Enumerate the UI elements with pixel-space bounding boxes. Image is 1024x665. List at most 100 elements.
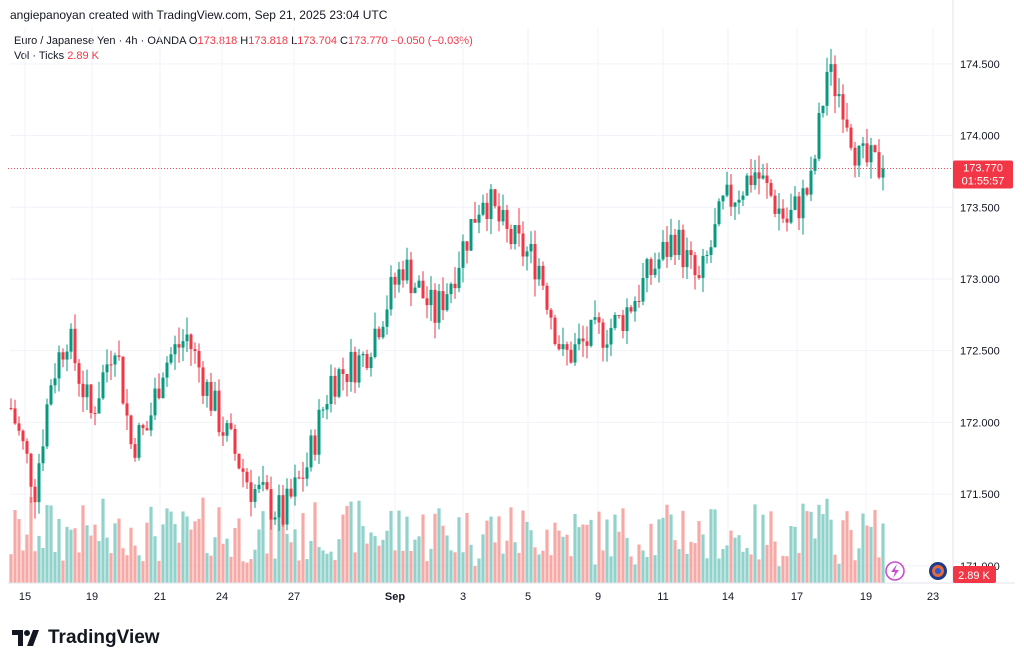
volume-bar [217,507,221,583]
volume-badge: 2.89 K [953,566,996,583]
candle-body [505,209,509,229]
candle-body [217,390,221,433]
candle-body [521,233,525,257]
candle-body [49,385,53,405]
candle-body [41,446,45,464]
volume-bar [265,553,269,583]
volume-bar [857,548,861,583]
candle-body [117,355,121,357]
candle-body [713,224,717,248]
candle-body [85,384,89,398]
volume-bar [173,524,177,583]
volume-bar [93,524,97,583]
candle-body [381,326,385,338]
candle-body [245,471,249,483]
volume-bar [429,548,433,583]
candle-body [313,435,317,455]
volume-bar [553,522,557,583]
volume-bar [357,500,361,583]
volume-bar [613,514,617,583]
candle-body [761,175,765,179]
candle-body [469,218,473,251]
volume-bar [701,534,705,583]
volume-bar [845,511,849,583]
candle-body [513,225,517,245]
price-axis[interactable]: 171.000171.500172.000172.500173.000173.5… [960,59,1000,573]
volume-bar [517,552,521,583]
candle-body [793,196,797,210]
volume-bar [69,529,73,583]
x-tick-label: Sep [385,591,405,603]
candle-body [729,184,733,207]
volume-label[interactable]: Vol · Ticks [14,50,65,62]
candle-body [873,145,877,153]
candle-body [637,300,641,302]
candle-body [725,184,729,196]
x-tick-label: 23 [927,591,939,603]
volume-bar [117,518,121,583]
volume-bar [609,556,613,583]
volume-bar [213,537,217,583]
volume-bar [209,555,213,583]
candle-body [357,355,361,383]
volume-bar [161,524,165,583]
flash-icon[interactable] [885,561,905,581]
volume-bar [449,550,453,583]
time-axis[interactable]: 15 19 21 24 27 Sep 3 5 9 11 14 17 19 23 [19,591,939,603]
candle-body [485,202,489,219]
candle-body [753,172,757,186]
x-tick-label: 27 [288,591,300,603]
volume-bar [589,519,593,583]
brand-name: TradingView [48,627,160,648]
candle-body [585,341,589,346]
chart-legend: Euro / Japanese Yen · 4h · OANDA O173.81… [14,34,473,49]
candle-body [181,341,185,348]
volume-bar [661,517,665,583]
candle-body [665,241,669,257]
y-tick-label: 173.500 [960,202,1000,214]
x-tick-label: 3 [460,591,466,603]
candle-body [773,195,777,214]
volume-bars [9,496,885,583]
candle-body [869,145,873,163]
volume-bar [133,545,137,583]
candle-body [377,328,381,338]
candle-body [225,423,229,436]
candle-body [249,482,253,502]
volume-bar [373,536,377,583]
brand-logo[interactable]: TradingView [12,627,160,649]
candle-body [641,278,645,302]
tradingview-logo-icon [12,630,39,646]
volume-bar [569,556,573,583]
volume-bar [365,543,369,583]
volume-bar [713,509,717,583]
candle-body [289,488,293,497]
volume-bar [705,558,709,583]
candle-body [61,352,65,360]
volume-bar [193,521,197,583]
volume-bar [29,496,33,583]
symbol-title[interactable]: Euro / Japanese Yen · 4h · OANDA [14,35,186,47]
volume-bar [773,541,777,583]
volume-bar [861,513,865,583]
candle-body [89,384,93,414]
candle-body [829,64,833,72]
x-tick-label: 9 [595,591,601,603]
candle-body [33,486,37,503]
candle-body [857,145,861,166]
chart-attribution: angiepanoyan created with TradingView.co… [10,8,388,22]
volume-bar [13,509,17,583]
candle-body [785,218,789,223]
volume-bar [777,566,781,583]
candle-body [385,309,389,327]
globe-icon[interactable] [929,562,947,580]
volume-bar [401,550,405,583]
candle-body [545,285,549,310]
y-tick-label: 173.000 [960,274,1000,286]
candle-body [645,259,649,279]
x-tick-label: 5 [525,591,531,603]
price-badge: 173.770 01:55:57 [953,160,1013,189]
volume-bar [693,543,697,583]
volume-bar [625,538,629,583]
